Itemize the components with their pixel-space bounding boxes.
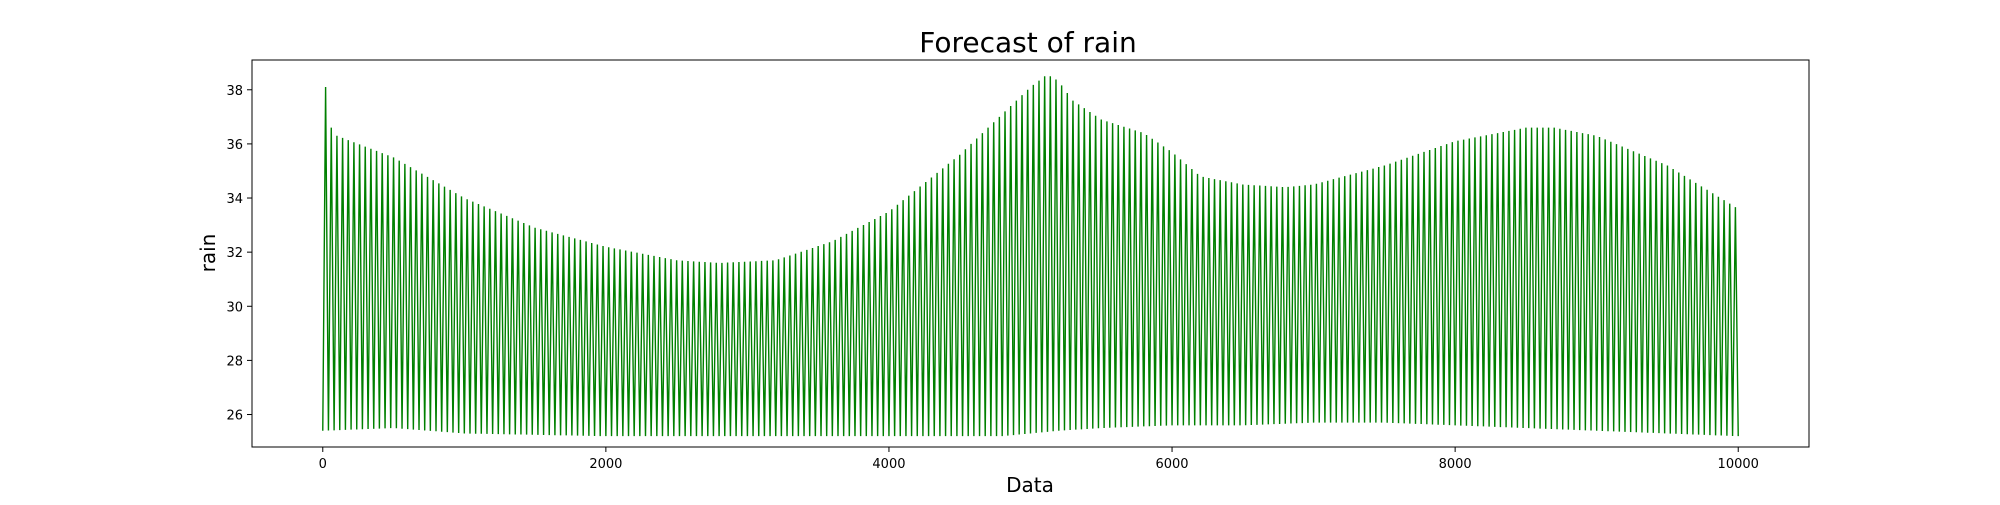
- x-axis-title: Data: [1006, 473, 1054, 497]
- chart-title: Forecast of rain: [919, 26, 1136, 59]
- x-tick-label: 2000: [589, 457, 622, 472]
- y-tick-label: 28: [226, 354, 243, 369]
- y-tick-label: 26: [226, 409, 243, 424]
- y-axis-title: rain: [196, 234, 220, 273]
- y-tick-label: 38: [226, 84, 243, 99]
- y-tick-label: 32: [226, 246, 243, 261]
- y-axis: 26 28 30 32 34 36 38: [226, 84, 252, 424]
- y-tick-label: 34: [226, 192, 243, 207]
- plot-frame: [251, 59, 1810, 448]
- x-tick-label: 8000: [1439, 457, 1472, 472]
- x-tick-label: 0: [319, 457, 327, 472]
- x-tick-label: 4000: [872, 457, 905, 472]
- x-tick-label: 6000: [1155, 457, 1188, 472]
- x-tick-label: 10000: [1718, 457, 1759, 472]
- y-tick-label: 30: [226, 300, 243, 315]
- y-tick-label: 36: [226, 138, 243, 153]
- x-axis: 0 2000 4000 6000 8000 10000: [319, 447, 1759, 472]
- rain-forecast-series-line: [322, 76, 1739, 437]
